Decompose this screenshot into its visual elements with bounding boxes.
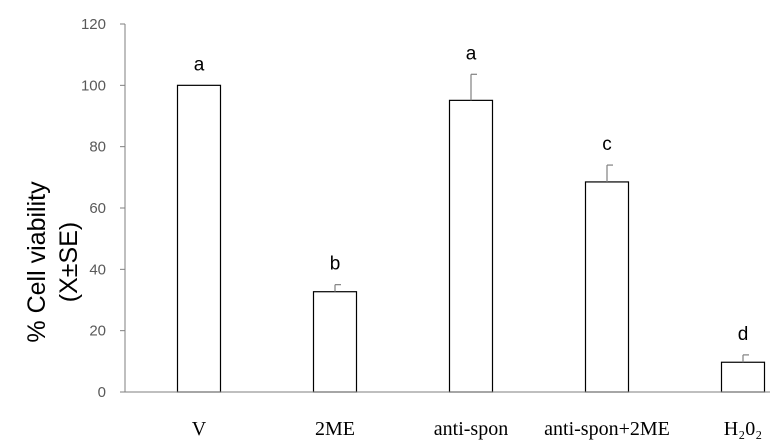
bars: a b a c d	[176, 43, 766, 393]
x-tick-label-0: V	[192, 418, 207, 440]
y-tick-label-4: 80	[89, 139, 106, 156]
y-axis-title-line-2: (X±SE)	[55, 222, 83, 302]
bar-0	[176, 84, 222, 393]
x-tick-label-1: 2ME	[315, 418, 355, 440]
y-tick-label-3: 60	[89, 200, 106, 217]
x-tick-label-2: anti-spon	[434, 418, 508, 440]
y-axis-title: % Cell viability (X±SE)	[23, 181, 83, 343]
y-tick-label-0: 0	[98, 384, 106, 401]
y-axis: 0 20 40 60 80 100 120	[81, 16, 126, 401]
significance-label-3: c	[602, 134, 612, 155]
y-tick-label-5: 100	[81, 77, 106, 94]
y-tick-label-1: 20	[89, 323, 106, 340]
significance-label-4: d	[738, 324, 749, 345]
significance-label-1: b	[330, 254, 341, 275]
bar-2	[448, 99, 494, 393]
bar-4	[720, 361, 766, 393]
y-axis-title-line-1: % Cell viability	[23, 181, 51, 343]
bar-3	[584, 181, 630, 393]
bar-1	[312, 291, 358, 393]
y-tick-label-2: 40	[89, 261, 106, 278]
x-axis: V 2ME anti-spon anti-spon+2ME H₂0₂	[125, 391, 770, 440]
significance-label-0: a	[194, 54, 205, 75]
significance-label-2: a	[466, 43, 477, 64]
y-tick-label-6: 120	[81, 16, 106, 33]
x-tick-label-4: H₂0₂	[724, 418, 762, 440]
x-tick-label-3: anti-spon+2ME	[544, 418, 670, 440]
